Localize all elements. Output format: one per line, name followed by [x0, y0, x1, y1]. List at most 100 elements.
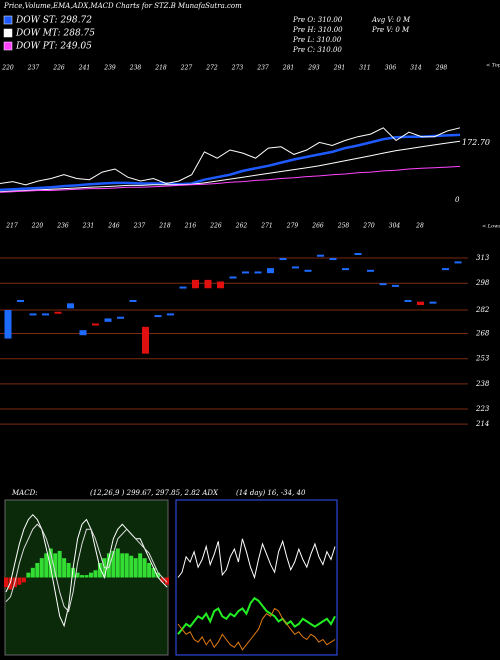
histogram-bar: [138, 553, 143, 578]
candle: [104, 318, 112, 322]
top-label: 226: [52, 65, 65, 72]
low-label: 220: [31, 223, 44, 230]
candle: [279, 258, 287, 261]
candle: [142, 326, 149, 354]
annotation: 172.70: [462, 138, 490, 147]
candle: [117, 316, 124, 319]
low-label: 262: [235, 223, 248, 230]
top-label: 291: [333, 65, 345, 72]
histogram-bar: [71, 567, 76, 578]
candle: [42, 313, 49, 316]
line: [177, 596, 336, 635]
stat: Pre C: 310.00: [292, 46, 342, 54]
panel-title: (14 day) 16, -34, 40: [236, 489, 306, 497]
top-label: 298: [435, 65, 448, 72]
histogram-bar: [124, 553, 129, 578]
histogram-bar: [88, 572, 93, 578]
top-label: 311: [359, 65, 370, 72]
low-label: 246: [107, 223, 120, 230]
line: [177, 538, 336, 580]
legend-label: DOW MT: 288.75: [15, 29, 95, 39]
volume-stat: Avg V: 0 M: [371, 16, 411, 24]
top-label: 273: [231, 65, 244, 72]
low-label: 28: [415, 223, 424, 230]
adx-panel: [175, 499, 338, 656]
candle: [67, 303, 74, 309]
low-label: 226: [209, 223, 222, 230]
y-tick-label: 268: [475, 330, 490, 338]
candle: [17, 299, 24, 302]
top-label: 272: [205, 65, 218, 72]
candle: [342, 268, 349, 271]
candle: [179, 286, 187, 289]
y-tick-label: 313: [476, 254, 490, 262]
candle: [4, 310, 12, 339]
candle: [442, 268, 449, 271]
histogram-bar: [21, 577, 26, 583]
y-tick-label: 214: [475, 420, 489, 428]
histogram-bar: [39, 558, 44, 578]
candle: [292, 266, 299, 269]
top-label: 238: [129, 65, 142, 72]
histogram-bar: [147, 563, 152, 578]
top-label: 218: [154, 65, 167, 72]
candle: [154, 315, 162, 318]
candle: [367, 269, 374, 272]
top-label: 237: [27, 65, 40, 72]
low-label: 304: [389, 223, 401, 230]
candle: [192, 279, 199, 289]
candle: [329, 258, 337, 261]
legend-label: DOW PT: 249.05: [15, 42, 92, 52]
page-title: Price,Volume,EMA,ADX,MACD Charts for STZ…: [3, 2, 242, 10]
line: [0, 140, 461, 193]
candle: [217, 281, 224, 289]
panel-title: MACD:: [11, 489, 38, 497]
candle: [29, 313, 37, 316]
volume-stat: Pre V: 0 M: [371, 26, 410, 34]
candle: [404, 299, 412, 302]
low-label: 217: [5, 223, 18, 230]
histogram-bar: [93, 570, 98, 578]
line: [0, 133, 461, 192]
candle: [54, 311, 62, 314]
top-label: 220: [1, 65, 14, 72]
histogram-bar: [133, 558, 138, 578]
line: [177, 607, 336, 651]
top-label: 293: [307, 65, 320, 72]
candle: [417, 301, 424, 306]
annotation: 0: [455, 196, 460, 204]
histogram-bar: [151, 567, 156, 578]
histogram-bar: [26, 572, 31, 578]
histogram-bar: [165, 577, 169, 585]
histogram-bar: [111, 550, 116, 578]
stat: Pre O: 310.00: [292, 16, 343, 24]
top-label: 227: [180, 65, 193, 72]
y-tick-label: 238: [475, 380, 490, 388]
candle: [267, 268, 274, 274]
low-label: 216: [184, 223, 197, 230]
low-label: 236: [56, 223, 69, 230]
low-label: 237: [133, 223, 146, 230]
low-label: 270: [362, 223, 375, 230]
histogram-bar: [142, 558, 147, 578]
histogram-bar: [66, 563, 71, 578]
histogram-bar: [106, 553, 111, 578]
legend-swatch: [3, 15, 13, 25]
candle: [304, 269, 312, 272]
low-label: 279: [286, 223, 299, 230]
histogram-bar: [75, 572, 80, 578]
candle: [454, 261, 462, 264]
histogram-bar: [120, 553, 125, 578]
histogram-bar: [97, 563, 102, 578]
top-label: 306: [385, 65, 397, 72]
candle: [229, 276, 237, 279]
stat: Pre H: 310.00: [292, 26, 343, 34]
candle: [392, 284, 399, 287]
histogram-bar: [48, 548, 53, 578]
low-label: 218: [158, 223, 171, 230]
candle: [354, 253, 362, 256]
line: [0, 165, 461, 193]
line: [5, 523, 168, 613]
y-tick-label: 223: [475, 405, 490, 413]
stat: Pre L: 310.00: [292, 36, 342, 44]
